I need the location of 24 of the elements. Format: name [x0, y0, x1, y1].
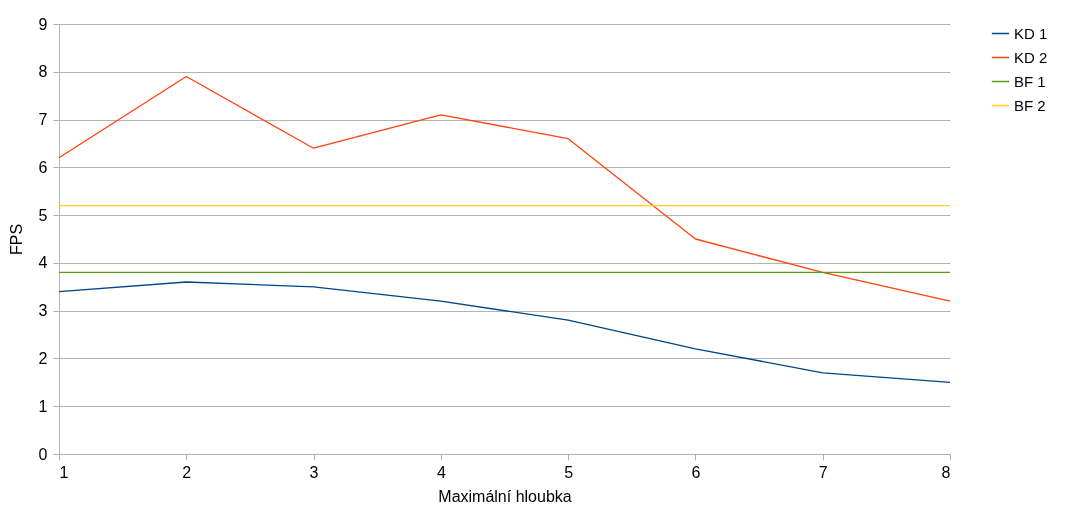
legend-label: BF 1 — [1014, 72, 1046, 90]
legend-label: KD 1 — [1014, 24, 1048, 42]
x-tick-label: 2 — [182, 463, 192, 481]
y-tick-label: 5 — [38, 206, 48, 224]
x-tick-label: 1 — [59, 463, 69, 481]
x-tick-label: 7 — [818, 463, 828, 481]
y-axis-title: FPS — [7, 223, 25, 256]
legend-label: KD 2 — [1014, 48, 1048, 66]
y-tick-label: 9 — [38, 15, 48, 33]
x-tick-label: 3 — [309, 463, 319, 481]
y-tick-label: 0 — [38, 445, 48, 463]
y-tick-label: 7 — [38, 111, 48, 129]
y-tick-label: 1 — [38, 397, 48, 415]
x-tick-label: 4 — [436, 463, 446, 481]
x-tick-label: 6 — [691, 463, 701, 481]
y-tick-label: 2 — [38, 349, 48, 367]
y-tick-label: 6 — [38, 158, 48, 176]
x-axis-title: Maximální hloubka — [438, 487, 572, 505]
x-tick-label: 5 — [564, 463, 574, 481]
y-tick-label: 4 — [38, 254, 48, 272]
legend-label: BF 2 — [1014, 96, 1046, 114]
y-tick-label: 8 — [38, 63, 48, 81]
y-tick-label: 3 — [38, 302, 48, 320]
x-tick-label: 8 — [941, 463, 951, 481]
